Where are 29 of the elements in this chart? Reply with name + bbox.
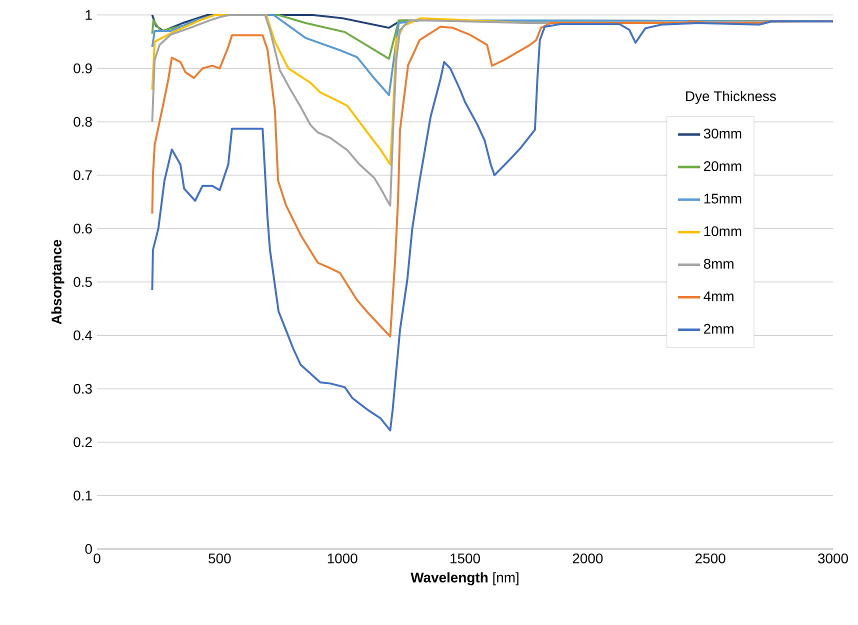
y-tick-label: 0.2 <box>74 437 92 448</box>
legend-label: 2mm <box>704 324 734 334</box>
x-axis-title: Wavelength [nm] <box>410 572 518 586</box>
y-tick-label: 1 <box>86 10 92 20</box>
y-tick-label: 0.4 <box>74 330 92 340</box>
line-series <box>151 20 834 432</box>
x-tick-label: 2500 <box>696 553 726 564</box>
x-tick-label: 500 <box>208 553 231 564</box>
y-axis-title: Absorptance <box>51 240 64 324</box>
y-tick-label: 0.7 <box>74 170 92 180</box>
x-tick-label: 1500 <box>450 553 480 564</box>
legend-label: 20mm <box>704 161 742 172</box>
y-tick-label: 0.5 <box>74 277 92 287</box>
y-tick-label: 0.9 <box>74 63 92 74</box>
legend-label: 15mm <box>704 194 742 204</box>
y-tick-label: 0.6 <box>74 224 92 234</box>
x-tick-label: 2000 <box>572 553 603 564</box>
y-tick-label: 0.8 <box>74 116 92 127</box>
legend-title: Dye Thickness <box>686 90 776 104</box>
x-tick-label: 1000 <box>328 553 358 564</box>
legend-label: 30mm <box>704 128 742 138</box>
legend-label: 4mm <box>704 291 734 302</box>
legend-label: 10mm <box>704 226 742 236</box>
y-tick-label: 0.1 <box>74 490 92 501</box>
y-tick-label: 0.3 <box>74 384 92 394</box>
x-tick-label: 0 <box>94 553 100 564</box>
x-tick-label: 3000 <box>818 553 848 564</box>
y-tick-label: 0 <box>85 544 92 554</box>
legend-label: 8mm <box>704 258 734 269</box>
